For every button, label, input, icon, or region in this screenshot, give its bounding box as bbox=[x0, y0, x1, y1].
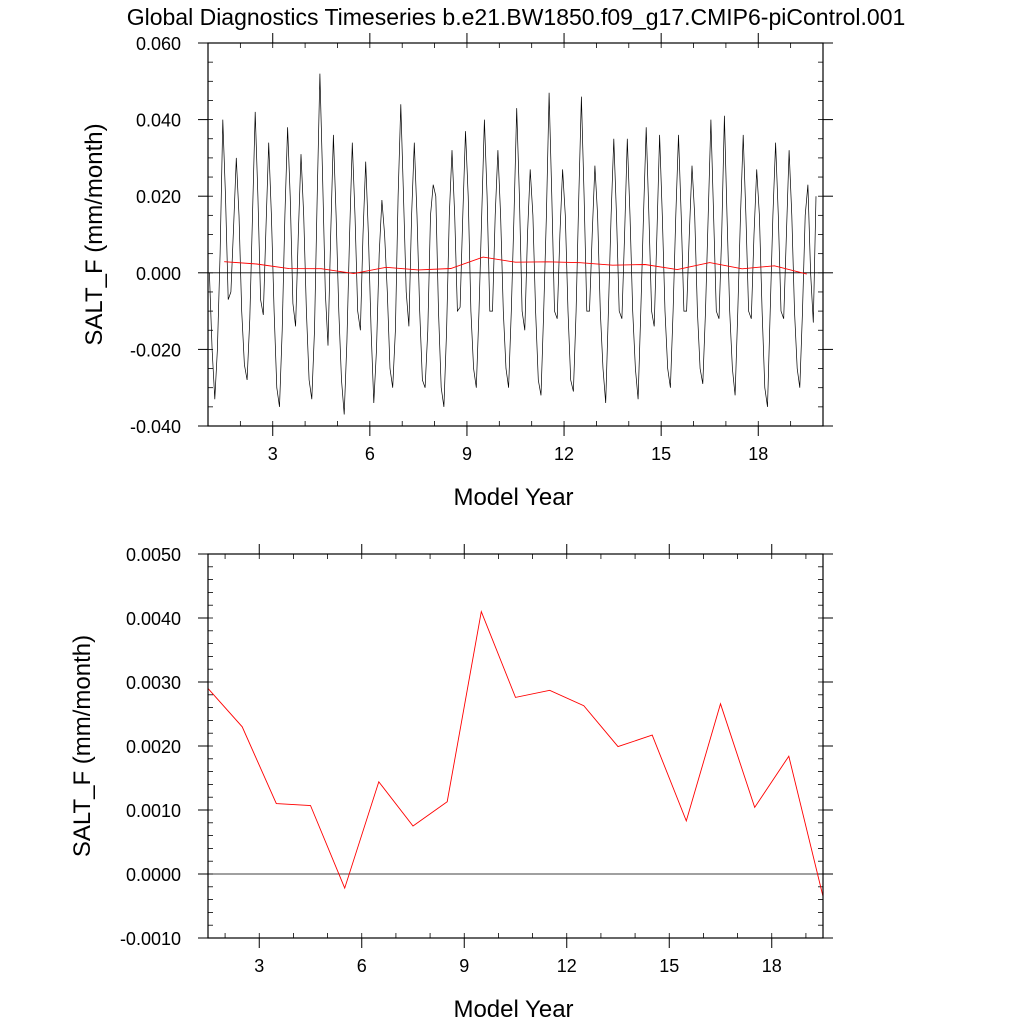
y-tick-label: 0.0030 bbox=[126, 673, 181, 693]
x-tick-label: 12 bbox=[557, 956, 577, 976]
x-tick-label: 3 bbox=[268, 444, 278, 464]
x-tick-label: 18 bbox=[762, 956, 782, 976]
y-tick-label: 0.020 bbox=[136, 187, 181, 207]
y-tick-label: 0.0040 bbox=[126, 609, 181, 629]
y-tick-label: -0.0010 bbox=[120, 929, 181, 949]
annual-mean-line bbox=[224, 256, 807, 275]
x-axis-title: Model Year bbox=[453, 996, 573, 1023]
x-tick-label: 12 bbox=[554, 444, 574, 464]
figure-title: Global Diagnostics Timeseries b.e21.BW18… bbox=[127, 4, 906, 30]
y-tick-label: 0.0000 bbox=[126, 865, 181, 885]
y-tick-label: 0.0020 bbox=[126, 737, 181, 757]
y-tick-label: 0.000 bbox=[136, 264, 181, 284]
y-tick-label: 0.0010 bbox=[126, 801, 181, 821]
annual-mean-line bbox=[208, 609, 823, 897]
plot-frame bbox=[207, 42, 824, 427]
x-tick-label: 15 bbox=[651, 444, 671, 464]
x-tick-label: 15 bbox=[659, 956, 679, 976]
bottom-panel: -0.0010 0.0000 0.0010 0.0020 0.0030 0.0040 0.0… bbox=[69, 544, 833, 1023]
y-tick-label: 0.040 bbox=[136, 111, 181, 131]
x-tick-label: 6 bbox=[365, 444, 375, 464]
x-tick-label: 18 bbox=[748, 444, 768, 464]
top-panel: -0.040 -0.020 0.000 0.020 0.040 0.060 3 6 9 12 15 1… bbox=[81, 33, 833, 511]
x-tick-label: 6 bbox=[357, 956, 367, 976]
x-tick-label: 9 bbox=[459, 956, 469, 976]
y-tick-label: -0.020 bbox=[130, 340, 181, 360]
y-axis-title: SALT_F (mm/month) bbox=[81, 123, 108, 345]
monthly-series-line bbox=[209, 73, 817, 415]
x-tick-label: 9 bbox=[462, 444, 472, 464]
x-tick-label: 3 bbox=[254, 956, 264, 976]
y-tick-label: -0.040 bbox=[130, 417, 181, 437]
x-axis-title: Model Year bbox=[453, 484, 573, 511]
plot-frame bbox=[207, 553, 824, 939]
y-axis-title: SALT_F (mm/month) bbox=[69, 635, 96, 857]
y-tick-label: 0.060 bbox=[136, 34, 181, 54]
y-tick-label: 0.0050 bbox=[126, 545, 181, 565]
